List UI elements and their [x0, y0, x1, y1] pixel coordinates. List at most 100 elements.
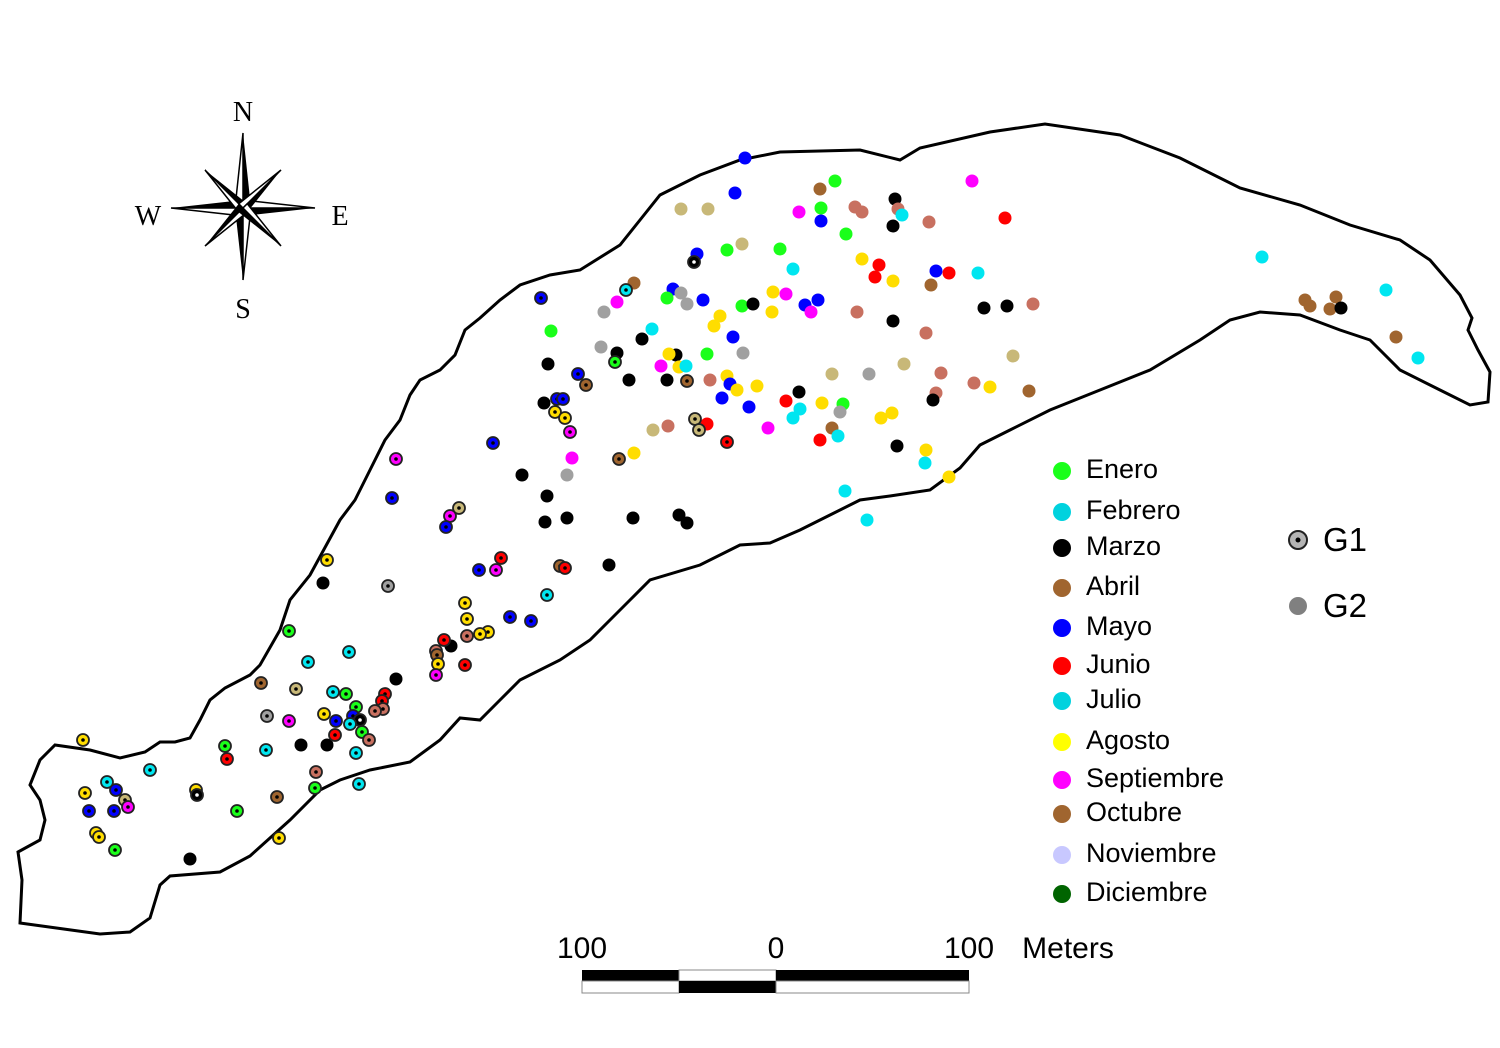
sample-point-g2 [316, 576, 330, 590]
sample-point-g2 [977, 301, 991, 315]
sample-point-g2 [183, 852, 197, 866]
sample-point-g2 [1255, 250, 1269, 264]
study-area-outline [16, 122, 1492, 936]
sample-point-g2 [680, 516, 694, 530]
sample-point-g2 [934, 366, 948, 380]
sample-point-g2 [766, 285, 780, 299]
sample-point-g2 [1022, 384, 1036, 398]
sample-point-g2 [544, 324, 558, 338]
sample-point-g2 [660, 373, 674, 387]
sample-point-g2 [540, 489, 554, 503]
compass-star-icon [170, 132, 316, 281]
sample-point-g2 [838, 484, 852, 498]
sample-point-g1-center [685, 379, 689, 383]
legend-swatch-noviembre [1053, 846, 1071, 864]
legend-swatch-enero [1053, 462, 1071, 480]
sample-point-g2 [886, 219, 900, 233]
legend-swatch-marzo [1053, 539, 1071, 557]
sample-point-g2 [1026, 297, 1040, 311]
sample-point-g2 [1329, 290, 1343, 304]
sample-point-g2 [786, 262, 800, 276]
sample-point-g2 [1303, 299, 1317, 313]
sample-point-g1-center [693, 417, 697, 421]
sample-point-g2 [646, 423, 660, 437]
sample-point-g1-center [434, 673, 438, 677]
sample-point-g1-center [617, 457, 621, 461]
legend-label-diciembre: Diciembre [1086, 877, 1208, 907]
sample-points [76, 151, 1425, 866]
sample-point-g1-center [465, 617, 469, 621]
sample-point-g2 [597, 305, 611, 319]
sample-point-g2 [779, 394, 793, 408]
sample-point-g1-center [113, 848, 117, 852]
legend-label-g2: G2 [1323, 587, 1367, 624]
sample-point-g1-center [331, 690, 335, 694]
sample-point-g2 [661, 419, 675, 433]
sample-point-g2 [662, 347, 676, 361]
sample-point-g1-center [347, 650, 351, 654]
sample-point-g2 [627, 446, 641, 460]
sample-point-g2 [886, 314, 900, 328]
sample-point-g1-center [360, 730, 364, 734]
sample-point-g2 [942, 266, 956, 280]
sample-point-g2 [813, 182, 827, 196]
sample-point-g1-center [463, 601, 467, 605]
sample-point-g2 [998, 211, 1012, 225]
sample-point-g1-center [435, 653, 439, 657]
legend-swatch-diciembre [1053, 885, 1071, 903]
legend-swatch-agosto [1053, 733, 1071, 751]
sample-point-g1-center [463, 663, 467, 667]
sample-point-g2 [713, 309, 727, 323]
sample-point-g2 [833, 405, 847, 419]
sample-point-g1-center [264, 748, 268, 752]
sample-point-g2 [860, 513, 874, 527]
sample-point-g1-center [436, 662, 440, 666]
sample-point-g2 [895, 208, 909, 222]
sample-point-g1-center [354, 705, 358, 709]
legend-label-junio: Junio [1086, 649, 1151, 679]
sample-point-g2 [560, 468, 574, 482]
legend-label-abril: Abril [1086, 571, 1140, 601]
sample-point-g2 [602, 558, 616, 572]
sample-point-g2 [1000, 299, 1014, 313]
sample-point-g2 [1323, 302, 1337, 316]
sample-point-g2 [965, 174, 979, 188]
compass-east-label: E [331, 201, 348, 232]
sample-point-g2 [765, 305, 779, 319]
sample-point-g1-center [126, 805, 130, 809]
sample-point-g2 [779, 287, 793, 301]
sample-point-g2 [1379, 283, 1393, 297]
sample-point-g2 [890, 439, 904, 453]
legend-label-mayo: Mayo [1086, 611, 1152, 641]
sample-point-g2 [1411, 351, 1425, 365]
sample-point-g2 [773, 242, 787, 256]
sample-point-g1-center [529, 619, 533, 623]
sample-point-g2 [942, 470, 956, 484]
sample-point-g2 [786, 411, 800, 425]
sample-point-g1-center [568, 430, 572, 434]
sample-point-g1-center [499, 556, 503, 560]
sample-point-g2 [560, 511, 574, 525]
sample-point-g1-center [313, 786, 317, 790]
sample-point-g2 [541, 357, 555, 371]
sample-point-g2 [746, 297, 760, 311]
sample-point-g1-center [225, 757, 229, 761]
sample-point-g2 [924, 278, 938, 292]
sample-point-g2 [701, 202, 715, 216]
sample-point-g2 [736, 346, 750, 360]
sample-point-g2 [793, 402, 807, 416]
sample-point-g1-center [390, 496, 394, 500]
sample-point-g1-center [306, 660, 310, 664]
sample-point-g1-center [333, 733, 337, 737]
sample-point-g2 [674, 286, 688, 300]
sample-point-g1-center [508, 615, 512, 619]
sample-point-g2 [919, 326, 933, 340]
sample-point-g1-center [386, 584, 390, 588]
sample-point-g1-center [97, 835, 101, 839]
sample-point-g1-center [394, 457, 398, 461]
sample-point-g1-center [83, 791, 87, 795]
sample-point-g2 [850, 305, 864, 319]
sample-point-g2 [885, 406, 899, 420]
compass-south-label: S [235, 294, 251, 325]
